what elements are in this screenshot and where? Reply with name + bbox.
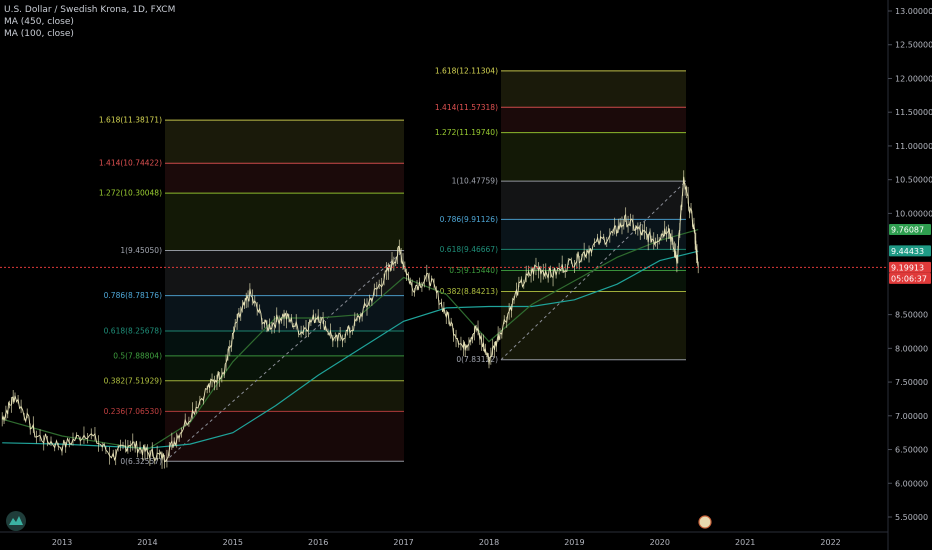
chart-legend: U.S. Dollar / Swedish Krona, 1D, FXCM MA… [4, 4, 175, 40]
fib-level-label: 0.236(7.06530) [104, 407, 162, 416]
fibonacci-extension-layer: 1.618(11.38171) 1.414(10.74422) 1.272(10.3… [99, 66, 687, 466]
fib-zone [165, 120, 404, 164]
x-tick-label: 2018 [479, 538, 499, 547]
fib-zone [165, 411, 404, 462]
price-tag-label: 9.44433 [891, 247, 924, 256]
price-tag [889, 224, 931, 236]
fib-level-label: 0.382(8.84213) [440, 287, 498, 296]
x-tick-label: 2021 [735, 538, 755, 547]
price-tag [889, 245, 931, 257]
event-marker-icon [698, 515, 712, 529]
fib-zone [165, 355, 404, 381]
fib-zone [501, 291, 686, 360]
fib-level-label: 0.5(9.15440) [449, 266, 498, 275]
fib-zone [501, 249, 686, 271]
price-tags-layer: 9.76087 9.44433 9.19913 05:06:37 [6, 224, 931, 531]
fib-level-label: 1(9.45050) [120, 246, 162, 255]
fib-zone [501, 70, 686, 108]
x-tick-label: 2022 [820, 538, 840, 547]
y-tick-label: 12.00000 [895, 74, 932, 83]
price-series-layer [0, 170, 888, 469]
fib-zone [165, 193, 404, 251]
x-tick-label: 2017 [393, 538, 413, 547]
price-tag [889, 272, 931, 284]
price-tag-label: 05:06:37 [891, 274, 927, 283]
y-tick-label: 6.00000 [895, 479, 928, 488]
y-tick-label: 7.50000 [895, 378, 928, 387]
y-tick-label: 13.00000 [895, 7, 932, 16]
fib-zone [501, 107, 686, 133]
y-tick-label: 11.00000 [895, 142, 932, 151]
x-tick-label: 2013 [52, 538, 72, 547]
x-tick-label: 2015 [223, 538, 243, 547]
fib-level-label: 0.786(8.78176) [104, 291, 162, 300]
price-tag [889, 261, 931, 273]
fib-zone [501, 181, 686, 220]
fib-level-label: 0.382(7.51929) [104, 376, 162, 385]
y-tick-label: 11.50000 [895, 108, 932, 117]
indicator-ma100[interactable]: MA (100, close) [4, 29, 74, 39]
fib-level-label: 1.272(10.30048) [99, 189, 162, 198]
fib-level-label: 0.786(9.91126) [440, 215, 498, 224]
logo-mountain-icon [9, 516, 23, 525]
y-tick-label: 10.50000 [895, 176, 932, 185]
y-tick-label: 8.00000 [895, 344, 928, 353]
fib-level-label: 1(10.47759) [452, 177, 498, 186]
fib-level-label: 0.618(8.25678) [104, 327, 162, 336]
fib-zone [165, 295, 404, 332]
x-tick-label: 2020 [650, 538, 670, 547]
fib-level-label: 1.272(11.19740) [435, 128, 498, 137]
fib-zone [165, 331, 404, 356]
y-tick-label: 5.50000 [895, 513, 928, 522]
fib-level-label: 1.618(12.11304) [435, 66, 498, 75]
fib-level-label: 0.5(7.88804) [113, 351, 162, 360]
symbol-title[interactable]: U.S. Dollar / Swedish Krona, 1D, FXCM [4, 5, 176, 15]
fib-zone [165, 250, 404, 296]
fib-zone [501, 132, 686, 182]
fib-level-label: 0(7.83122) [456, 355, 498, 364]
tradingview-logo-icon [6, 511, 26, 531]
y-tick-label: 12.50000 [895, 41, 932, 50]
x-tick-label: 2019 [564, 538, 584, 547]
fib-level-label: 1.414(10.74422) [99, 159, 162, 168]
fib-level-label: 1.414(11.57318) [435, 103, 498, 112]
y-tick-label: 8.50000 [895, 311, 928, 320]
x-tick-label: 2016 [308, 538, 328, 547]
fib-zone [165, 163, 404, 194]
fib-level-label: 0.618(9.46667) [440, 245, 498, 254]
fib-trend-line [164, 250, 405, 462]
indicator-ma450[interactable]: MA (450, close) [4, 17, 74, 27]
price-line [1, 176, 699, 463]
y-tick-label: 6.50000 [895, 446, 928, 455]
fib-zone [165, 380, 404, 412]
y-tick-label: 10.00000 [895, 209, 932, 218]
fib-level-label: 1.618(11.38171) [99, 116, 162, 125]
fib-level-label: 0(6.32557) [120, 457, 162, 466]
price-tag-label: 9.19913 [891, 263, 924, 272]
price-tag-label: 9.76087 [891, 226, 924, 235]
ma450-line [2, 250, 699, 449]
y-tick-label: 7.00000 [895, 412, 928, 421]
x-tick-label: 2014 [137, 538, 157, 547]
